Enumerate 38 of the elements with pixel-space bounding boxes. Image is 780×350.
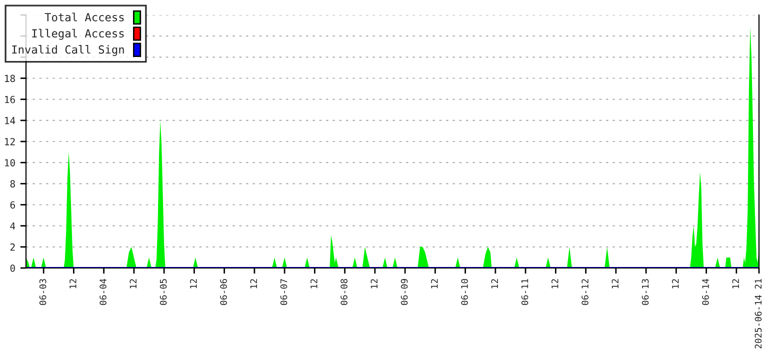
x-tick-label: 06-12	[582, 279, 588, 306]
y-tick-label: 4	[10, 222, 16, 230]
x-tick-label: 06-06	[220, 279, 227, 306]
x-tick-label: 12	[612, 279, 618, 288]
x-tick-label: 12	[732, 279, 739, 288]
legend-label: Invalid Call Sign	[12, 45, 124, 56]
y-tick-label: 8	[10, 180, 15, 188]
y-tick-label: 6	[10, 201, 15, 209]
x-tick-label: 06-07	[280, 279, 288, 306]
x-tick-label: 06-13	[642, 279, 649, 306]
x-tick-label: 12	[491, 279, 498, 288]
x-tick-label: 12	[430, 279, 438, 288]
x-tick-label: 12	[250, 279, 257, 288]
y-tick-label: 12	[5, 138, 15, 146]
x-tick-label: 06-03	[39, 279, 46, 306]
x-tick-label: 06-10	[461, 279, 468, 306]
x-tick-label: 12	[130, 279, 136, 288]
x-tick-label: 06-11	[521, 279, 528, 306]
x-tick-label: 06-08	[340, 278, 348, 306]
x-tick-label: 12	[70, 279, 76, 288]
x-tick-label: 12	[310, 279, 318, 288]
x-tick-label: 06-14	[702, 278, 709, 306]
legend-label: Total Access	[44, 12, 124, 22]
y-tick-label: 16	[5, 96, 15, 104]
x-tick-label: 12	[551, 279, 558, 288]
legend-label: Illegal Access	[32, 28, 124, 40]
y-tick-label: 0	[10, 264, 15, 272]
y-tick-label: 2	[10, 243, 15, 251]
y-tick-label: 14	[5, 117, 16, 124]
x-tick-label: 06-09	[400, 279, 408, 306]
y-tick-label: 10	[5, 159, 15, 166]
x-tick-label: 12	[672, 279, 679, 288]
y-tick-label: 18	[5, 74, 15, 82]
x-tick-label: 2025-06-14 21	[754, 279, 762, 348]
x-tick-label: 12	[370, 279, 378, 288]
x-tick-label: 06-04	[100, 278, 106, 306]
x-tick-label: 12	[190, 279, 197, 288]
x-tick-label: 06-05	[160, 279, 167, 306]
